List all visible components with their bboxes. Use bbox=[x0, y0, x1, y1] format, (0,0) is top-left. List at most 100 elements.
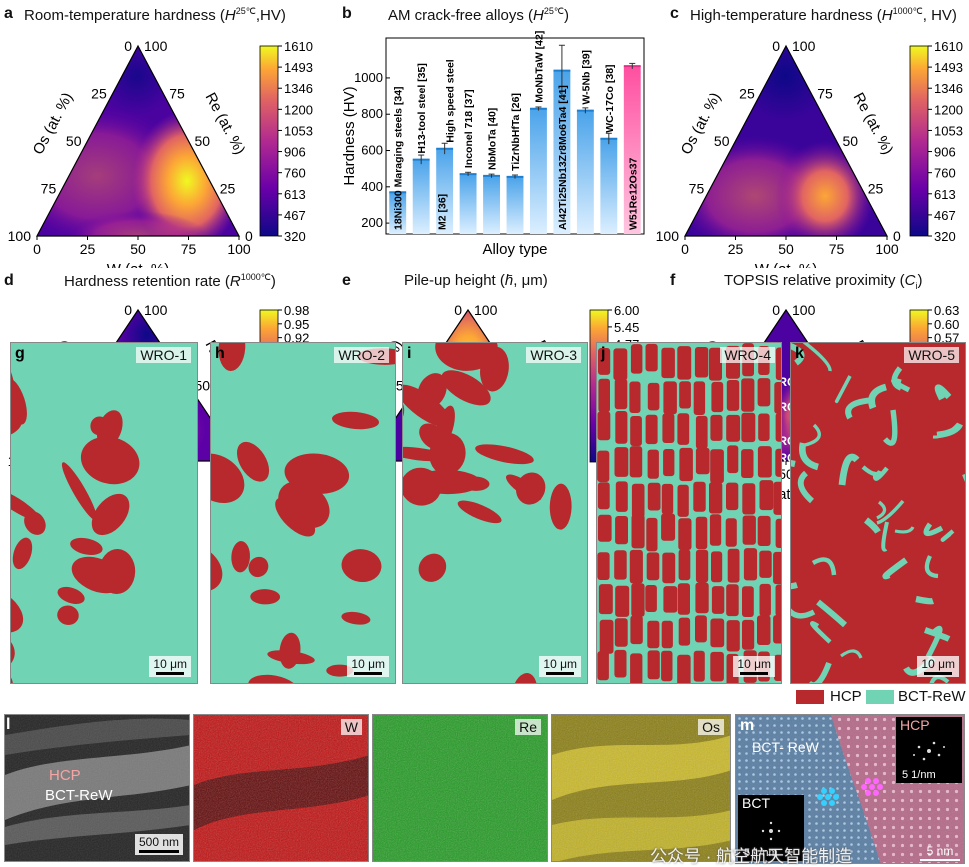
colorbar-tick-a: 1610 bbox=[284, 39, 313, 54]
left-tick-0: 0 bbox=[124, 302, 132, 318]
bct-atom-cluster bbox=[817, 788, 839, 806]
bar-label-4: Inconel 718 [37] bbox=[463, 89, 475, 168]
right-tick-100: 100 bbox=[474, 302, 498, 318]
panel-label-f: f bbox=[670, 272, 676, 289]
micrograph-h: h WRO-2 10 μm bbox=[210, 342, 396, 684]
bar-label-3: High speed steel bbox=[445, 59, 457, 143]
right-tick-25: 25 bbox=[220, 181, 236, 197]
micrograph-g: g WRO-1 10 μm bbox=[10, 342, 198, 684]
eds-map-os: Os bbox=[551, 714, 731, 862]
right-tick-100: 100 bbox=[792, 302, 816, 318]
bottom-tick-75: 75 bbox=[829, 241, 845, 257]
right-tick-100: 100 bbox=[144, 38, 168, 54]
bct-fft-inset: BCT 5 1/nm bbox=[738, 795, 804, 861]
panel-f-title: TOPSIS relative proximity (Ci) bbox=[724, 272, 923, 291]
micrograph-scalebar-g: 10 μm bbox=[149, 656, 191, 677]
panel-label-k: k bbox=[795, 345, 804, 362]
bar-8 bbox=[576, 110, 594, 234]
colorbar-tick-c: 1346 bbox=[934, 81, 963, 96]
left-tick-100: 100 bbox=[656, 228, 680, 244]
panel-label-g: g bbox=[15, 345, 25, 362]
left-tick-75: 75 bbox=[41, 181, 57, 197]
w-axis-label: W (at. %) bbox=[755, 261, 818, 268]
bottom-tick-0: 0 bbox=[33, 241, 41, 257]
bar-label-6: TiZrNbHfTa [26] bbox=[510, 93, 522, 171]
bct-fft-scale: 5 1/nm bbox=[744, 847, 778, 859]
colorbar-tick-c: 1610 bbox=[934, 39, 963, 54]
micrograph-scalebar-h: 10 μm bbox=[347, 656, 389, 677]
panel-label-m: m bbox=[740, 717, 755, 734]
micrograph-tag-k: WRO-5 bbox=[904, 347, 959, 363]
legend-hcp-swatch bbox=[796, 690, 824, 704]
colorbar-tick-c: 613 bbox=[934, 187, 956, 202]
bottom-tick-75: 75 bbox=[181, 241, 197, 257]
bar-2 bbox=[436, 148, 454, 234]
left-tick-50: 50 bbox=[66, 133, 82, 149]
hcp-atom-cluster bbox=[861, 778, 883, 796]
bottom-tick-25: 25 bbox=[80, 241, 96, 257]
colorbar-tick-f: 0.60 bbox=[934, 317, 959, 332]
left-tick-0: 0 bbox=[124, 38, 132, 54]
bar-0 bbox=[389, 192, 407, 234]
colorbar-tick-e: 5.45 bbox=[614, 320, 639, 335]
panel-label-h: h bbox=[215, 345, 225, 362]
colorbar-tick-c: 760 bbox=[934, 166, 956, 181]
left-tick-25: 25 bbox=[739, 86, 755, 102]
bar-ytick-400: 400 bbox=[361, 179, 383, 194]
colorbar-tick-a: 613 bbox=[284, 187, 306, 202]
panel-label-b: b bbox=[342, 5, 352, 22]
panel-label-a: a bbox=[4, 5, 13, 22]
bar-ytick-800: 800 bbox=[361, 106, 383, 121]
colorbar-tick-c: 1200 bbox=[934, 102, 963, 117]
bct-fft-label: BCT bbox=[742, 795, 770, 811]
tem-bct-label: BCT-ReW bbox=[45, 787, 113, 804]
bar-4 bbox=[483, 175, 500, 234]
eds-os-tag: Os bbox=[698, 719, 724, 735]
right-tick-50: 50 bbox=[195, 133, 211, 149]
bar-ytick-200: 200 bbox=[361, 215, 383, 230]
ternary-plot-c: 025507510002550751000255075100W (at. %)O… bbox=[656, 38, 963, 268]
bottom-tick-0: 0 bbox=[681, 241, 689, 257]
bar-label-2: M2 [36] bbox=[437, 194, 449, 230]
panel-b-title: AM crack-free alloys (H25℃) bbox=[388, 6, 569, 24]
panel-label-i: i bbox=[407, 345, 412, 362]
bar-y-axis-label: Hardness (HV) bbox=[341, 86, 358, 185]
left-tick-0: 0 bbox=[454, 302, 462, 318]
eds-map-re: Re bbox=[372, 714, 548, 862]
colorbar-tick-d: 0.98 bbox=[284, 303, 309, 318]
micrograph-tag-j: WRO-4 bbox=[720, 347, 775, 363]
panel-label-c: c bbox=[670, 5, 679, 22]
bottom-tick-100: 100 bbox=[875, 241, 899, 257]
colorbar-tick-c: 467 bbox=[934, 208, 956, 223]
bar-label-8: Al42Ti25Nb13Zr8Mo6Ta4 [41] bbox=[557, 85, 569, 230]
right-tick-50: 50 bbox=[195, 378, 211, 394]
colorbar-tick-a: 1346 bbox=[284, 81, 313, 96]
tem-hcp-label: HCP bbox=[49, 767, 81, 784]
left-tick-75: 75 bbox=[689, 181, 705, 197]
colorbar-tick-d: 0.92 bbox=[284, 331, 309, 346]
left-tick-25: 25 bbox=[91, 86, 107, 102]
right-tick-100: 100 bbox=[792, 38, 816, 54]
eds-w-tag: W bbox=[340, 719, 362, 735]
right-tick-0: 0 bbox=[893, 228, 901, 244]
hrtem-image: m BCT- ReW HCP 5 1/nm BCT 5 1/nm 5 nm bbox=[735, 714, 965, 864]
ternary-plot-a: 025507510002550751000255075100W (at. %)O… bbox=[8, 38, 313, 268]
hrtem-scalebar: 5 nm bbox=[920, 844, 960, 861]
colorbar-tick-f: 0.57 bbox=[934, 331, 959, 346]
bar-6 bbox=[530, 108, 547, 234]
colorbar-tick-a: 906 bbox=[284, 145, 306, 160]
micrograph-i: i WRO-3 10 μm bbox=[402, 342, 588, 684]
panel-label-j: j bbox=[601, 345, 606, 362]
legend-bct-swatch bbox=[866, 690, 894, 704]
bottom-tick-50: 50 bbox=[778, 241, 794, 257]
colorbar-tick-c: 1053 bbox=[934, 123, 963, 138]
bar-label-9: W-5Nb [39] bbox=[580, 50, 592, 105]
bar-ytick-1000: 1000 bbox=[354, 70, 383, 85]
tem-scalebar: 500 nm bbox=[134, 834, 183, 855]
colorbar-tick-f: 0.63 bbox=[934, 303, 959, 318]
legend-hcp-label: HCP bbox=[830, 688, 862, 705]
left-tick-0: 0 bbox=[772, 302, 780, 318]
bar-label-0: 18Ni300 Maraging steels [34] bbox=[393, 86, 405, 230]
panel-c-title: High-temperature hardness (H1000℃, HV) bbox=[690, 6, 957, 24]
micrograph-k: k WRO-5 10 μm bbox=[790, 342, 966, 684]
